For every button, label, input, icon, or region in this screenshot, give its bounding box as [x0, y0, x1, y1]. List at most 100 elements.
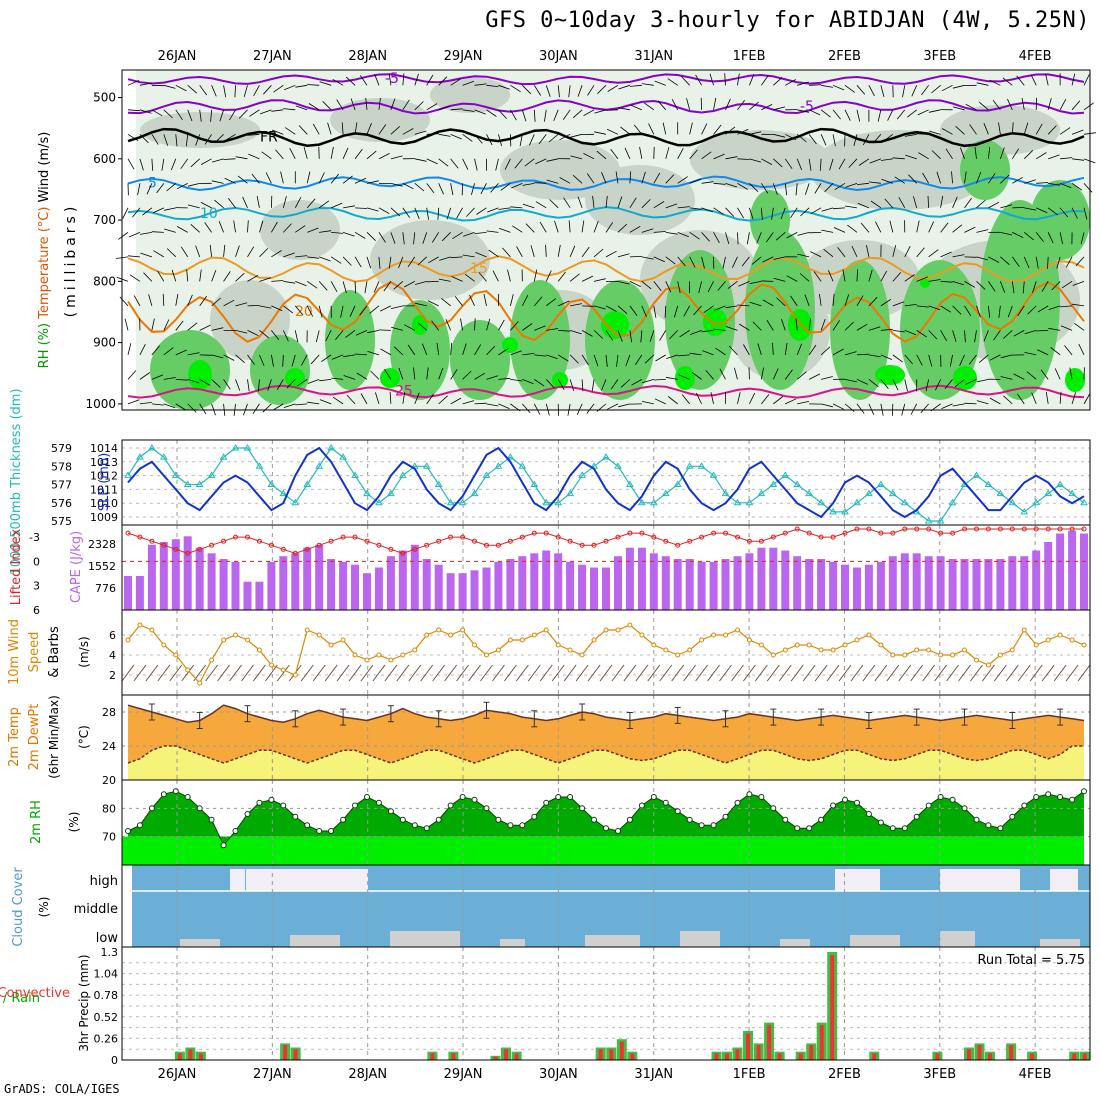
thickness-point: [207, 471, 216, 478]
wind-barb: [539, 221, 547, 233]
precip-conv-bar: [967, 1049, 971, 1060]
thickness-point: [876, 480, 885, 487]
wind-barb: [247, 330, 259, 336]
wind-barb: [701, 151, 712, 160]
wind-barb: [911, 85, 918, 97]
wind-barb-10m: [372, 664, 386, 682]
wind-barb: [713, 328, 726, 331]
wind-barb-10m: [276, 664, 290, 682]
high-cloud-block: [246, 869, 290, 891]
wind-barb: [931, 150, 941, 160]
wind-barb: [594, 131, 607, 135]
rh-ylabel: 2m RH: [29, 800, 44, 844]
wind-barb: [936, 171, 941, 184]
thickness-point: [841, 507, 849, 515]
wind-barb: [474, 109, 486, 115]
wind-barb: [709, 73, 714, 86]
wind-barb: [762, 256, 774, 263]
wind-barb: [844, 84, 855, 93]
wind-barb: [450, 256, 463, 259]
wind-speed-point: [1045, 637, 1051, 643]
wind-barb: [592, 195, 595, 208]
rh-point: [985, 822, 992, 829]
wind-barb: [546, 298, 557, 307]
wind-barb: [1036, 207, 1048, 214]
wind-barb: [689, 232, 700, 240]
isotherm-line: [127, 73, 1085, 86]
wind-barb: [139, 344, 146, 356]
li-point: [938, 530, 944, 536]
wind-barb: [463, 231, 475, 237]
wind-barb: [605, 109, 618, 111]
wind-barb: [356, 372, 368, 380]
top-day-label: 3FEB: [923, 49, 956, 64]
wind-barb: [1071, 392, 1076, 404]
rh-point: [818, 816, 825, 823]
top-day-label: 2FEB: [828, 49, 861, 64]
wind-barb: [1000, 174, 1010, 184]
wind-barb: [235, 245, 240, 257]
rh-point: [220, 842, 227, 849]
cape-bar: [614, 556, 622, 610]
wind-barb: [402, 391, 406, 404]
wind-barb: [844, 294, 850, 306]
wind-barb-10m: [360, 664, 374, 682]
wind-barb: [330, 281, 338, 292]
rh-point: [447, 802, 454, 809]
li-point: [782, 530, 788, 536]
wind-barb-10m: [527, 664, 541, 682]
wind-speed-point: [268, 662, 274, 668]
wind-barb: [1007, 305, 1013, 318]
isotherm-line: [127, 175, 1085, 192]
wind-barb-10m: [515, 664, 529, 682]
li-tick-label: 0: [33, 555, 40, 568]
rh-bright-region: [188, 360, 212, 390]
wind-barb: [641, 171, 646, 184]
wind-barb: [322, 101, 332, 111]
wind-barb: [498, 134, 502, 147]
cape-bar: [339, 561, 348, 610]
wind-barb: [641, 305, 647, 318]
rh-mid-region: [585, 165, 695, 235]
wind-barb: [374, 73, 380, 86]
wind-barb: [572, 175, 583, 184]
wind-barb: [797, 109, 809, 113]
wind-barb: [761, 158, 773, 165]
wind-barb: [359, 75, 368, 86]
wind-barb: [557, 85, 560, 98]
wind-barb: [870, 200, 882, 209]
wind-barb: [187, 322, 198, 331]
cape-bar: [972, 559, 981, 610]
thickness-point: [458, 498, 467, 506]
wind-barb: [904, 274, 915, 282]
rh-bright-region: [675, 366, 695, 390]
wind-barb: [749, 301, 762, 307]
thickness-point: [1044, 489, 1053, 497]
li-point: [842, 530, 848, 536]
li-line: [127, 528, 1084, 554]
wind-barb: [583, 153, 595, 160]
wind-barb: [127, 399, 140, 405]
rh-point: [567, 794, 574, 800]
wind-barb: [127, 133, 139, 142]
wind-barb: [127, 158, 135, 170]
wind-ylabel: 10m Wind: [7, 619, 22, 685]
rh-point: [591, 816, 597, 823]
wind-barb: [271, 305, 283, 312]
wind-barb: [330, 146, 334, 159]
rh-point: [364, 794, 370, 800]
wind-barb: [814, 183, 822, 194]
wind-barb: [441, 232, 451, 242]
cape-ylabel: CAPE (J/kg): [69, 531, 84, 603]
wind-barb: [701, 232, 710, 242]
y-tick-label: 900: [93, 336, 116, 350]
wind-barb: [140, 252, 153, 258]
wind-speed-point: [173, 652, 179, 658]
wind-barb: [148, 294, 153, 306]
rh-point: [961, 805, 968, 812]
wind-barb: [175, 378, 188, 381]
wind-barb: [388, 256, 392, 269]
li-point: [1045, 526, 1051, 532]
wind-barb: [211, 327, 224, 331]
wind-barb: [390, 126, 401, 135]
